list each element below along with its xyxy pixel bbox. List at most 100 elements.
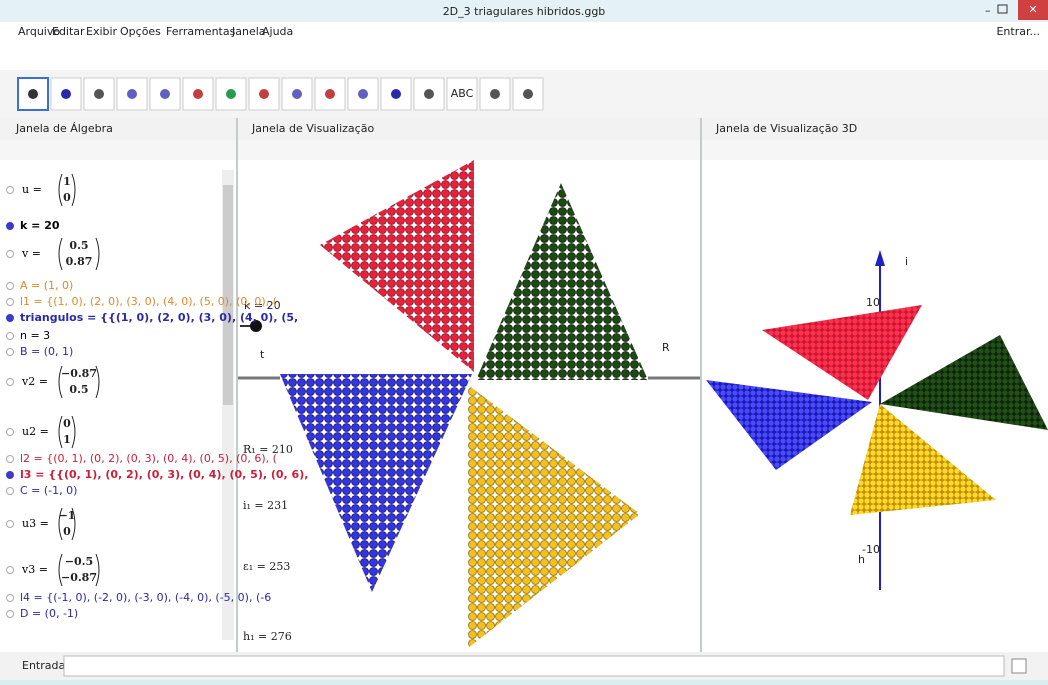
tool-button[interactable] bbox=[446, 77, 478, 111]
algebra-item[interactable]: D = (0, -1) bbox=[20, 607, 78, 620]
menu-item[interactable]: Exibir bbox=[86, 25, 118, 38]
input-field[interactable] bbox=[63, 655, 1005, 677]
algebra-item[interactable]: l1 = {(1, 0), (2, 0), (3, 0), (4, 0), (5… bbox=[20, 295, 277, 308]
visibility-dot[interactable] bbox=[6, 566, 14, 574]
input-label: Entrada: bbox=[22, 659, 69, 672]
algebra-header bbox=[0, 118, 236, 140]
visibility-dot[interactable] bbox=[6, 471, 14, 479]
visibility-dot[interactable] bbox=[6, 594, 14, 602]
algebra-item[interactable]: l3 = {{(0, 1), (0, 2), (0, 3), (0, 4), (… bbox=[20, 468, 308, 481]
algebra-name: u3 = bbox=[22, 517, 49, 530]
vector-component: 1 bbox=[63, 175, 71, 188]
minimize-icon[interactable]: – bbox=[985, 4, 991, 17]
menu-item[interactable]: Arquivo bbox=[18, 25, 60, 38]
scroll-thumb[interactable] bbox=[223, 185, 233, 405]
vector-component: −0.5 bbox=[65, 555, 93, 568]
blue-triangle-3d bbox=[706, 380, 872, 470]
green-triangle-3d bbox=[880, 335, 1048, 430]
vector-component: 0 bbox=[63, 417, 71, 430]
tool-icon bbox=[424, 89, 434, 99]
tool-icon bbox=[160, 89, 170, 99]
visibility-dot[interactable] bbox=[6, 332, 14, 340]
tool-icon bbox=[28, 89, 38, 99]
tool-icon bbox=[523, 89, 533, 99]
algebra-item[interactable]: n = 3 bbox=[20, 329, 50, 342]
red-triangle-3d bbox=[762, 305, 922, 400]
red-triangle bbox=[320, 160, 474, 372]
algebra-item[interactable]: l2 = {(0, 1), (0, 2), (0, 3), (0, 4), (0… bbox=[20, 452, 277, 465]
maximize-icon[interactable] bbox=[997, 4, 1008, 14]
visibility-dot[interactable] bbox=[6, 428, 14, 436]
paren bbox=[71, 507, 76, 541]
algebra-item[interactable]: C = (-1, 0) bbox=[20, 484, 77, 497]
paren bbox=[95, 365, 100, 399]
algebra-item[interactable]: triangulos = {{(1, 0), (2, 0), (3, 0), (… bbox=[20, 311, 298, 324]
menu-item[interactable]: Janela bbox=[231, 25, 266, 38]
close-icon: ✕ bbox=[1028, 3, 1037, 16]
graphics-text: i₁ = 231 bbox=[243, 499, 288, 512]
menu-item[interactable]: Ferramentas bbox=[166, 25, 236, 38]
algebra-item[interactable]: l4 = {(-1, 0), (-2, 0), (-3, 0), (-4, 0)… bbox=[20, 591, 271, 604]
visibility-dot[interactable] bbox=[6, 250, 14, 258]
visibility-dot[interactable] bbox=[6, 348, 14, 356]
visibility-dot[interactable] bbox=[6, 222, 14, 230]
label-t: t bbox=[260, 348, 265, 361]
menu-item[interactable]: Ajuda bbox=[262, 25, 293, 38]
paren bbox=[58, 173, 63, 207]
visibility-dot[interactable] bbox=[6, 610, 14, 618]
yellow-triangle bbox=[468, 385, 640, 648]
algebra-item[interactable]: A = (1, 0) bbox=[20, 279, 73, 292]
axis-label-bottom: h bbox=[858, 553, 865, 566]
tool-icon bbox=[193, 89, 203, 99]
slider-knob[interactable] bbox=[250, 320, 262, 332]
tool-button[interactable] bbox=[347, 77, 379, 111]
visibility-dot[interactable] bbox=[6, 298, 14, 306]
tool-icon bbox=[61, 89, 71, 99]
visibility-dot[interactable] bbox=[6, 186, 14, 194]
menu-item[interactable]: Editar bbox=[52, 25, 85, 38]
menu-bar bbox=[0, 22, 1048, 70]
login[interactable]: Entrar... bbox=[996, 25, 1040, 38]
paren bbox=[95, 237, 100, 271]
graphics3d-style-bar bbox=[702, 140, 1048, 160]
window-title: 2D_3 triagulares hibridos.ggb bbox=[443, 5, 606, 18]
tool-icon bbox=[391, 89, 401, 99]
tool-icon bbox=[94, 89, 104, 99]
tool-button[interactable] bbox=[149, 77, 181, 111]
graphics-header bbox=[238, 118, 700, 140]
axis-tick-top: 10 bbox=[866, 296, 880, 309]
vector-component: 0 bbox=[63, 191, 71, 204]
algebra-name: v2 = bbox=[21, 375, 48, 388]
graphics3d-view: Janela de Visualização 3D i h 10 -10 bbox=[702, 118, 1048, 652]
visibility-dot[interactable] bbox=[6, 314, 14, 322]
tool-icon bbox=[292, 89, 302, 99]
tool-icon bbox=[490, 89, 500, 99]
algebra-item[interactable]: k = 20 bbox=[20, 219, 60, 232]
paren bbox=[58, 553, 63, 587]
tool-icon bbox=[259, 89, 269, 99]
algebra-style-bar bbox=[0, 140, 236, 160]
vector-component: 0.5 bbox=[69, 383, 88, 396]
tool-icon bbox=[127, 89, 137, 99]
vector-component: 0 bbox=[63, 525, 71, 538]
paren bbox=[58, 237, 63, 271]
tool-button[interactable] bbox=[17, 77, 49, 111]
algebra-bg bbox=[0, 118, 236, 652]
graphics-text: h₁ = 276 bbox=[243, 630, 292, 643]
algebra-item[interactable]: B = (0, 1) bbox=[20, 345, 73, 358]
vector-component: 0.87 bbox=[66, 255, 93, 268]
visibility-dot[interactable] bbox=[6, 378, 14, 386]
algebra-title: Janela de Álgebra bbox=[15, 122, 113, 135]
graphics-text: ε₁ = 253 bbox=[243, 560, 290, 573]
visibility-dot[interactable] bbox=[6, 520, 14, 528]
menu-item[interactable]: Opções bbox=[120, 25, 161, 38]
visibility-dot[interactable] bbox=[6, 487, 14, 495]
graphics-view: Janela de Visualização k = 20 t R bbox=[238, 118, 700, 652]
input-help[interactable] bbox=[1011, 658, 1027, 674]
close-button[interactable] bbox=[1018, 0, 1048, 20]
algebra-view: Janela de Álgebra bbox=[0, 118, 236, 652]
visibility-dot[interactable] bbox=[6, 282, 14, 290]
graphics-text: R₁ = 210 bbox=[243, 443, 293, 456]
visibility-dot[interactable] bbox=[6, 455, 14, 463]
